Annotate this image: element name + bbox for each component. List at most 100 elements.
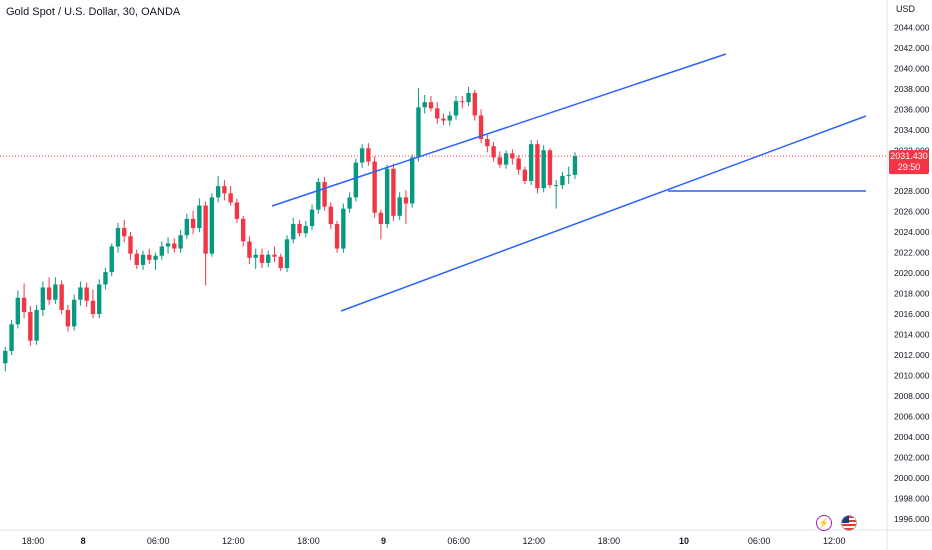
candle-body — [391, 168, 396, 216]
time-tick-label: 8 — [81, 536, 86, 546]
candle-body — [21, 297, 27, 313]
candle-body — [203, 205, 208, 254]
price-tick-label: 2010.000 — [894, 370, 930, 380]
candle — [253, 248, 258, 270]
candle — [284, 235, 290, 273]
price-tick-label: 1996.000 — [894, 514, 930, 524]
candle-body — [109, 246, 114, 273]
candlestick-series — [3, 86, 578, 372]
candle — [510, 149, 515, 165]
candle — [453, 96, 459, 120]
candle-body — [553, 185, 559, 187]
candle-body — [560, 175, 565, 186]
candle-body — [566, 174, 571, 176]
candle-body — [403, 197, 409, 204]
candle — [503, 150, 509, 169]
candle-body — [240, 218, 246, 242]
candle — [78, 281, 83, 306]
candle — [28, 305, 33, 346]
candle — [122, 219, 127, 243]
price-axis[interactable]: 1996.000 1998.000 2000.000 2002.000 2004.000… — [894, 22, 930, 523]
candle-body — [291, 223, 296, 240]
time-tick-label: 18:00 — [297, 536, 320, 546]
time-axis[interactable]: 18:00 8 06:00 12:00 18:00 9 06:00 12:00 18:00 10 0… — [22, 536, 846, 546]
candle — [347, 192, 352, 213]
candle — [441, 113, 446, 125]
candle-body — [547, 150, 553, 186]
price-tick-label: 2024.000 — [894, 227, 930, 237]
candle — [165, 237, 171, 254]
candle-body — [472, 92, 477, 116]
candle — [53, 277, 58, 304]
time-tick-label: 06:00 — [447, 536, 470, 546]
candle — [328, 202, 334, 230]
time-tick-label: 12:00 — [222, 536, 245, 546]
candle — [303, 220, 308, 238]
candle-body — [28, 312, 33, 341]
candle — [522, 166, 528, 185]
price-tick-label: 2044.000 — [894, 22, 930, 32]
candle — [97, 279, 102, 319]
channel-upper-trendline[interactable] — [271, 53, 727, 207]
candle-body — [40, 287, 46, 310]
candle-body — [510, 153, 515, 159]
channel-lower-trendline[interactable] — [340, 115, 867, 312]
candle — [334, 220, 340, 253]
price-tick-label: 2018.000 — [894, 289, 930, 299]
candle-body — [491, 146, 496, 158]
candle-body — [466, 92, 471, 103]
candle — [272, 246, 277, 262]
candle — [240, 215, 246, 247]
candle-body — [128, 236, 133, 254]
candle — [341, 203, 346, 253]
candle-body — [46, 287, 52, 300]
candle-body — [178, 235, 183, 249]
candle — [322, 176, 327, 211]
candle-body — [535, 144, 540, 189]
candle-body — [65, 309, 71, 327]
candle — [71, 294, 77, 331]
candle — [3, 346, 8, 372]
price-tick-label: 2016.000 — [894, 309, 930, 319]
candle-body — [97, 284, 102, 315]
candle — [9, 320, 14, 356]
candle — [447, 111, 452, 126]
candle-body — [159, 246, 164, 256]
candle — [203, 201, 208, 286]
candle — [153, 252, 158, 271]
price-tick-label: 2004.000 — [894, 432, 930, 442]
candle-body — [397, 197, 402, 216]
candle — [359, 144, 365, 168]
candle-body — [422, 102, 427, 108]
candle — [134, 249, 139, 270]
candle-body — [247, 241, 252, 258]
candle-body — [122, 228, 127, 237]
candle — [147, 248, 152, 264]
candle — [485, 134, 490, 153]
price-tick-label: 2028.000 — [894, 186, 930, 196]
candle-body — [428, 102, 434, 109]
candle-body — [447, 115, 452, 121]
countdown-timer: 29:50 — [898, 162, 921, 172]
candle-body — [416, 107, 421, 158]
candle — [40, 281, 46, 317]
candle-body — [59, 284, 64, 310]
candle-body — [516, 158, 521, 170]
candle-body — [147, 254, 152, 260]
us-flag-icon[interactable] — [841, 515, 857, 531]
candle-body — [234, 202, 240, 219]
candle-body — [222, 186, 227, 194]
time-tick-label: 18:00 — [22, 536, 45, 546]
candle-body — [15, 297, 21, 325]
lightning-icon[interactable]: ⚡ — [816, 515, 832, 531]
candle-body — [303, 226, 308, 234]
price-tick-label: 2034.000 — [894, 125, 930, 135]
candle — [466, 86, 471, 107]
candle-body — [272, 254, 277, 257]
candle — [190, 210, 196, 235]
candle-body — [478, 115, 484, 140]
candle — [209, 193, 215, 257]
candle-body — [197, 205, 202, 229]
candle — [178, 230, 183, 253]
